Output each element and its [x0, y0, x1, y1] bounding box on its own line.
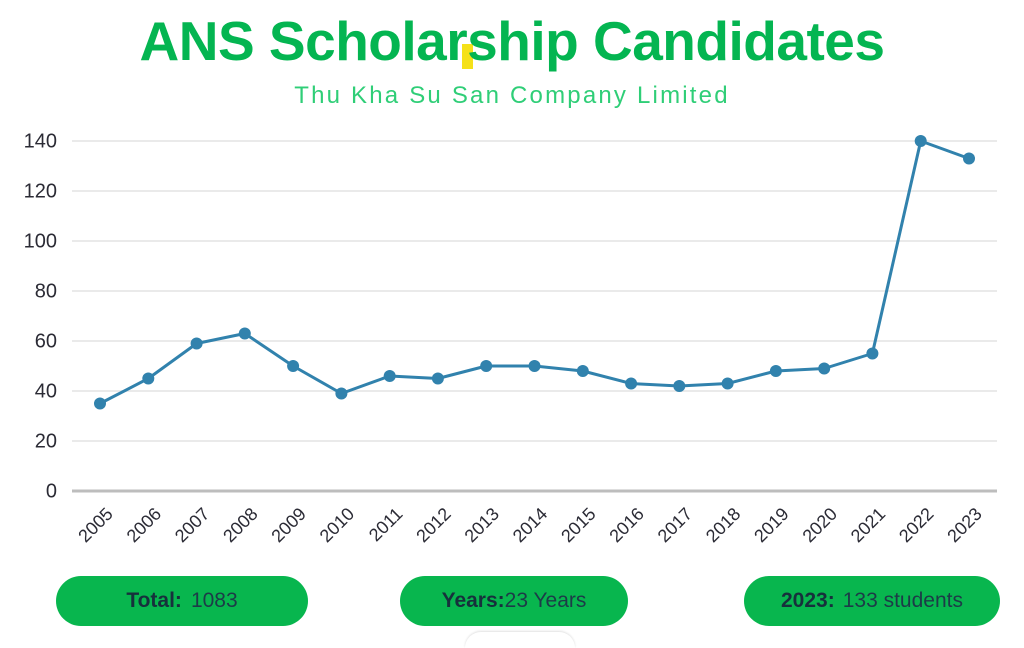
data-point-marker[interactable]: [383, 370, 396, 382]
data-point-marker[interactable]: [914, 135, 927, 147]
status-badge-years-value: 23 Years: [504, 589, 587, 612]
x-axis-tick-label: 2012: [412, 504, 454, 546]
summary-badge-row: Total: 1083 Years: 23 Years 2023: 133 st…: [0, 572, 1024, 648]
data-point-marker[interactable]: [625, 377, 638, 390]
status-badge-latest-year[interactable]: 2023: 133 students: [744, 576, 1000, 626]
status-badge-latest-year-value: 133 students: [842, 589, 963, 612]
data-point-marker[interactable]: [190, 337, 203, 350]
status-badge-total-label: Total:: [126, 589, 182, 612]
data-point-marker[interactable]: [576, 365, 589, 377]
x-axis-tick-label: 2014: [509, 504, 551, 546]
x-axis-tick-label: 2011: [365, 504, 407, 546]
x-axis-tick-label: 2022: [895, 504, 937, 546]
badge-row-shadow-artifact: [465, 632, 575, 648]
x-axis-tick-label: 2013: [461, 504, 503, 546]
y-axis-tick-label: 140: [24, 130, 57, 152]
data-point-marker[interactable]: [866, 347, 879, 360]
status-badge-years[interactable]: Years: 23 Years: [400, 576, 628, 626]
y-axis-tick-label: 0: [46, 480, 57, 502]
data-point-markers: [94, 135, 975, 410]
y-axis-tick-label: 120: [24, 180, 57, 202]
data-point-marker[interactable]: [431, 372, 444, 385]
data-point-marker[interactable]: [238, 327, 251, 340]
x-axis-tick-label: 2009: [267, 504, 309, 546]
chart-plot-area: 0 20 40 60 80 100 120 140 2005 2006 2007 2008 2009 2…: [0, 125, 1024, 565]
page-title: ANS Scholarship Candidates: [139, 10, 885, 72]
x-axis-tick-label: 2021: [847, 504, 889, 546]
x-axis-tick-label: 2010: [316, 504, 358, 546]
y-axis-tick-label: 60: [35, 330, 57, 352]
data-point-marker[interactable]: [142, 372, 155, 385]
data-point-marker[interactable]: [963, 152, 975, 165]
data-point-marker[interactable]: [673, 380, 686, 392]
data-point-marker[interactable]: [769, 365, 782, 377]
status-badge-total[interactable]: Total: 1083: [56, 576, 308, 626]
status-badge-years-label: Years:: [441, 589, 505, 612]
data-point-marker[interactable]: [528, 360, 541, 372]
x-axis-tick-label: 2018: [702, 504, 744, 546]
data-point-marker[interactable]: [721, 377, 734, 390]
y-axis-tick-label: 40: [35, 380, 57, 402]
y-axis-tick-label: 20: [35, 430, 57, 452]
data-point-marker[interactable]: [287, 360, 300, 372]
x-axis-tick-label: 2007: [171, 504, 213, 546]
page-subtitle: Thu Kha Su San Company Limited: [294, 82, 730, 109]
y-axis-tick-label: 100: [24, 230, 57, 252]
x-axis-tick-label: 2016: [605, 504, 647, 546]
status-badge-latest-year-label: 2023:: [781, 589, 835, 612]
title-highlight-artifact: [462, 44, 473, 69]
x-axis-tick-label: 2015: [557, 504, 599, 546]
x-axis-tick-label: 2023: [943, 504, 985, 546]
y-axis-tick-label: 80: [35, 280, 57, 302]
x-axis-tick-labels: 2005 2006 2007 2008 2009 2010 2011 2012 2013 2014…: [74, 504, 985, 546]
data-point-marker[interactable]: [818, 362, 831, 375]
x-axis-tick-label: 2006: [123, 504, 165, 546]
data-point-marker[interactable]: [480, 360, 493, 372]
x-axis-tick-label: 2017: [654, 504, 696, 546]
status-badge-total-value: 1083: [190, 589, 238, 612]
gridlines: [72, 140, 997, 493]
x-axis-tick-label: 2019: [750, 504, 792, 546]
y-axis-tick-labels: 0 20 40 60 80 100 120 140: [24, 130, 57, 502]
x-axis-tick-label: 2020: [799, 504, 841, 546]
data-point-marker[interactable]: [94, 397, 106, 410]
chart-header: ANS Scholarship Candidates Thu Kha Su Sa…: [0, 0, 1024, 110]
data-point-marker[interactable]: [335, 387, 348, 400]
x-axis-tick-label: 2008: [219, 504, 261, 546]
x-axis-tick-label: 2005: [74, 504, 116, 546]
